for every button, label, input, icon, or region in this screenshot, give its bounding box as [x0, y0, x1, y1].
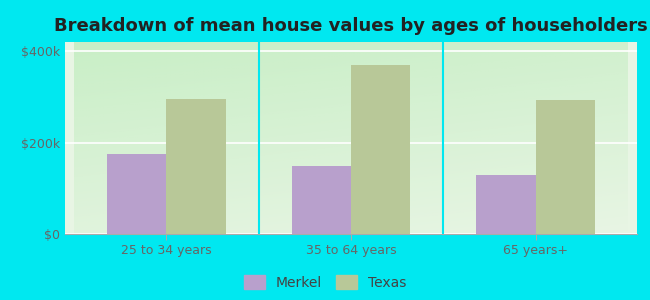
Bar — [476, 176, 536, 234]
Bar — [107, 154, 166, 234]
Bar — [292, 166, 351, 234]
Legend: Merkel, Texas: Merkel, Texas — [244, 275, 406, 290]
Title: Breakdown of mean house values by ages of householders: Breakdown of mean house values by ages o… — [54, 17, 648, 35]
Bar — [351, 65, 410, 234]
Bar — [166, 99, 226, 234]
Bar — [536, 100, 595, 234]
